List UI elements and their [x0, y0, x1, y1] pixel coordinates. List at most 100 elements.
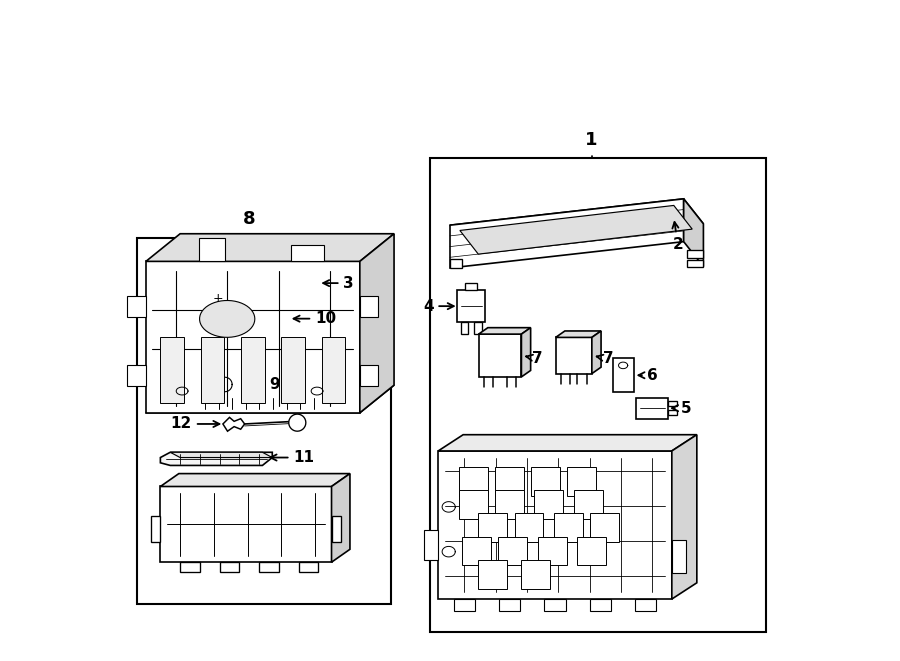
Text: +: + — [213, 292, 223, 305]
Polygon shape — [636, 398, 668, 418]
Polygon shape — [259, 563, 279, 572]
Polygon shape — [671, 540, 687, 572]
Polygon shape — [521, 560, 550, 588]
Polygon shape — [590, 514, 619, 543]
Text: 8: 8 — [243, 210, 256, 229]
Polygon shape — [521, 328, 531, 377]
Bar — [138, 239, 391, 603]
Polygon shape — [438, 451, 671, 599]
Polygon shape — [253, 350, 269, 356]
Polygon shape — [461, 322, 468, 334]
Text: 12: 12 — [171, 416, 220, 432]
Text: 4: 4 — [423, 299, 454, 314]
Text: 7: 7 — [597, 351, 613, 366]
Polygon shape — [170, 350, 186, 356]
Polygon shape — [544, 599, 565, 611]
Polygon shape — [160, 288, 283, 350]
Polygon shape — [150, 516, 160, 543]
Text: 10: 10 — [293, 311, 337, 326]
Polygon shape — [515, 514, 544, 543]
Polygon shape — [331, 473, 350, 563]
Polygon shape — [554, 514, 583, 543]
Polygon shape — [160, 486, 331, 563]
Polygon shape — [495, 490, 524, 520]
Polygon shape — [479, 328, 531, 334]
Text: 3: 3 — [323, 276, 354, 291]
Polygon shape — [438, 435, 697, 451]
Polygon shape — [282, 337, 305, 403]
Polygon shape — [146, 261, 360, 412]
Polygon shape — [668, 401, 677, 407]
Polygon shape — [478, 514, 508, 543]
Polygon shape — [459, 467, 488, 496]
Polygon shape — [170, 452, 273, 457]
Polygon shape — [283, 288, 302, 347]
Polygon shape — [321, 337, 346, 403]
Polygon shape — [555, 337, 592, 373]
Polygon shape — [299, 563, 319, 572]
Text: 1: 1 — [585, 132, 598, 149]
Polygon shape — [212, 370, 238, 399]
Polygon shape — [223, 417, 245, 431]
Polygon shape — [457, 290, 485, 322]
Polygon shape — [128, 366, 146, 387]
Polygon shape — [495, 467, 524, 496]
Polygon shape — [160, 452, 273, 465]
Polygon shape — [450, 199, 684, 268]
Polygon shape — [671, 435, 697, 599]
Polygon shape — [424, 530, 438, 560]
Polygon shape — [478, 560, 508, 588]
Polygon shape — [537, 537, 566, 565]
Text: 2: 2 — [672, 222, 683, 252]
Polygon shape — [331, 516, 341, 543]
Text: 7: 7 — [526, 351, 543, 366]
Polygon shape — [459, 490, 488, 520]
Text: 9: 9 — [244, 377, 280, 392]
Polygon shape — [479, 334, 521, 377]
Polygon shape — [454, 599, 475, 611]
Polygon shape — [465, 283, 477, 290]
Polygon shape — [146, 234, 394, 261]
Polygon shape — [146, 385, 394, 412]
Polygon shape — [687, 251, 704, 258]
Polygon shape — [450, 259, 462, 268]
Polygon shape — [201, 337, 224, 403]
Text: 5: 5 — [672, 401, 691, 416]
Polygon shape — [592, 331, 601, 373]
Text: 6: 6 — [638, 368, 658, 383]
Polygon shape — [500, 599, 520, 611]
Polygon shape — [360, 366, 378, 387]
Polygon shape — [160, 473, 350, 486]
Polygon shape — [128, 296, 146, 317]
Polygon shape — [498, 537, 527, 565]
Polygon shape — [462, 537, 490, 565]
Polygon shape — [577, 537, 606, 565]
Polygon shape — [668, 410, 677, 415]
Polygon shape — [590, 599, 611, 611]
Bar — [430, 158, 766, 632]
Polygon shape — [160, 337, 184, 403]
Polygon shape — [291, 245, 324, 261]
Polygon shape — [635, 599, 656, 611]
Polygon shape — [535, 490, 563, 520]
Polygon shape — [684, 199, 704, 266]
Polygon shape — [555, 331, 601, 337]
Polygon shape — [199, 239, 225, 261]
Polygon shape — [360, 296, 378, 317]
Polygon shape — [289, 414, 306, 431]
Polygon shape — [220, 563, 239, 572]
Polygon shape — [567, 467, 596, 496]
Polygon shape — [450, 199, 704, 251]
Polygon shape — [613, 358, 634, 393]
Text: 11: 11 — [271, 450, 314, 465]
Polygon shape — [160, 288, 302, 324]
Polygon shape — [200, 301, 255, 337]
Polygon shape — [473, 322, 482, 334]
Polygon shape — [360, 234, 394, 412]
Polygon shape — [241, 337, 265, 403]
Polygon shape — [573, 490, 603, 520]
Polygon shape — [531, 467, 560, 496]
Polygon shape — [687, 260, 704, 266]
Polygon shape — [180, 563, 200, 572]
Polygon shape — [460, 206, 692, 254]
